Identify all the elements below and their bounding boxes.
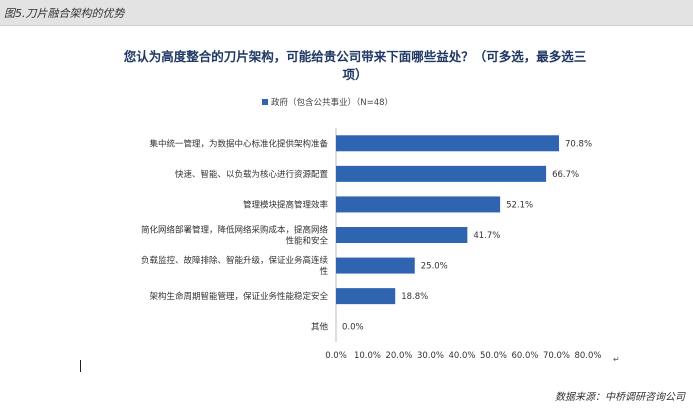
- x-tick-label: 30.0%: [417, 351, 444, 361]
- paragraph-mark: ↵: [613, 355, 620, 364]
- x-tick-label: 80.0%: [574, 351, 601, 361]
- category-label: 架构生命周期智能管理，保证业务性能稳定安全: [149, 291, 328, 302]
- data-label: 18.8%: [401, 292, 428, 302]
- figure-caption: 图5.刀片融合架构的优势: [4, 7, 125, 20]
- data-label: 66.7%: [552, 170, 579, 180]
- bar: [336, 227, 468, 243]
- bar: [336, 135, 560, 152]
- x-tick-label: 40.0%: [448, 351, 475, 361]
- data-label: 41.7%: [473, 231, 500, 241]
- x-tick-label: 60.0%: [511, 351, 538, 361]
- text-cursor: [80, 360, 81, 372]
- category-label: 集中统一管理，为数据中心标准化提供架构准备: [149, 138, 328, 149]
- category-label: 其他: [311, 322, 329, 333]
- x-tick-label: 20.0%: [385, 351, 412, 361]
- bar: [336, 257, 415, 274]
- bar: [336, 165, 547, 182]
- bar: [336, 288, 396, 305]
- chart-title: 您认为高度整合的刀片架构，可能给贵公司带来下面哪些益处？（可多选，最多选三项）: [123, 49, 587, 82]
- bar: [336, 196, 501, 213]
- data-label: 25.0%: [421, 262, 448, 272]
- category-label: 快速、智能、以负载为核心进行资源配置: [175, 169, 329, 180]
- x-tick-label: 50.0%: [480, 351, 507, 361]
- x-tick-label: 70.0%: [543, 351, 570, 361]
- legend-swatch: [262, 99, 268, 105]
- legend-label: 政府（包含公共事业）（N=48）: [271, 98, 394, 108]
- data-label: 52.1%: [506, 200, 533, 210]
- x-tick-label: 0.0%: [325, 351, 347, 361]
- data-source: 数据来源：中桥调研咨询公司: [555, 392, 685, 403]
- category-label: 简化网络部署管理，降低网络采购成本，提高网络性能和安全: [141, 225, 329, 247]
- data-label: 70.8%: [565, 139, 592, 149]
- figure-caption-bar: 图5.刀片融合架构的优势: [0, 0, 693, 26]
- data-label: 0.0%: [342, 323, 364, 333]
- chart-legend: 政府（包含公共事业）（N=48）: [262, 96, 393, 108]
- category-label: 管理模块提高管理效率: [243, 199, 329, 210]
- category-label: 负载监控、故障排除、智能升级，保证业务高连续性: [141, 255, 329, 277]
- x-tick-label: 10.0%: [354, 351, 381, 361]
